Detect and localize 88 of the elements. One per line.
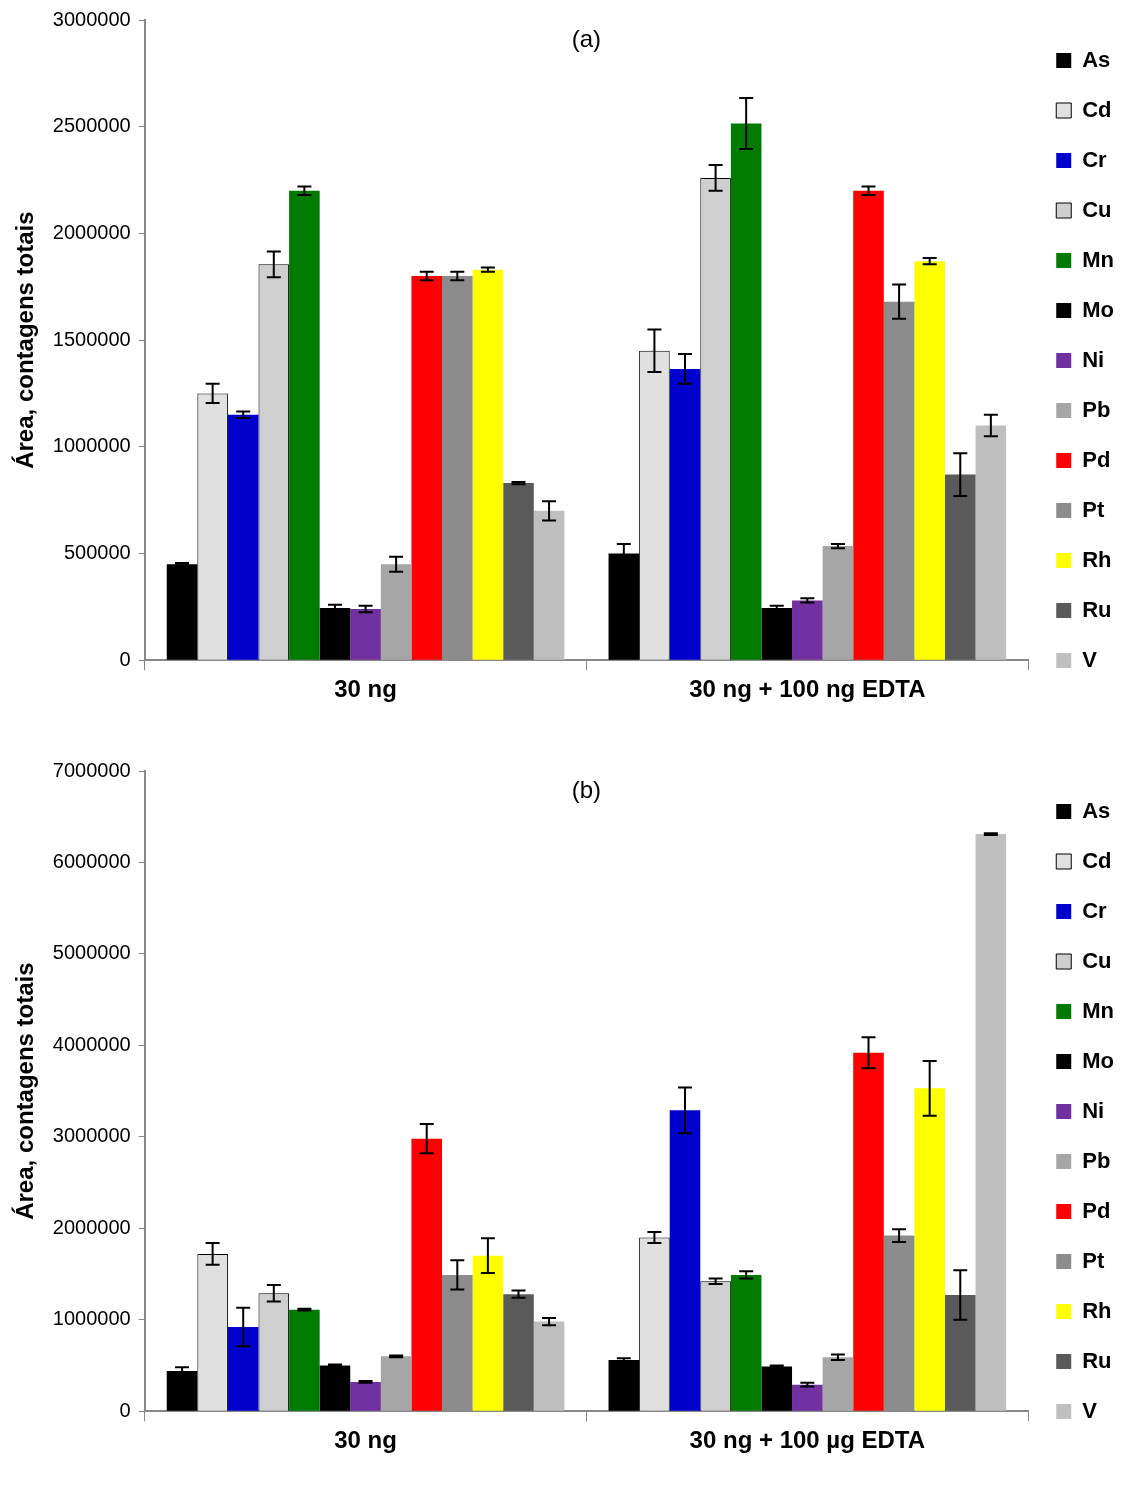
bar	[350, 608, 381, 660]
bar	[289, 190, 320, 660]
y-tick-label: 1500000	[52, 327, 131, 350]
x-tick-label: 30 ng	[334, 675, 397, 703]
legend-label: Mn	[1082, 997, 1114, 1023]
y-tick-label: 6000000	[52, 849, 131, 872]
y-tick-label: 1000000	[52, 1307, 131, 1330]
bar	[166, 1370, 198, 1411]
bar	[975, 834, 1007, 1411]
bar	[730, 123, 762, 660]
bar	[914, 1088, 945, 1411]
legend-label: V	[1082, 646, 1098, 672]
chart-title: (b)	[571, 775, 602, 803]
y-tick-label: 1000000	[52, 434, 131, 457]
legend-label: As	[1082, 46, 1111, 72]
x-tick-label: 30 ng + 100 µg EDTA	[689, 1426, 926, 1454]
legend-label: V	[1082, 1397, 1098, 1423]
legend-label: Mo	[1082, 1047, 1114, 1073]
bar	[380, 564, 412, 660]
legend-label: Ni	[1082, 1097, 1105, 1123]
bar	[289, 1309, 320, 1411]
bar	[319, 1365, 351, 1411]
bar	[730, 1274, 762, 1411]
y-tick-label: 2000000	[52, 1215, 131, 1238]
legend-label: Cr	[1082, 146, 1108, 172]
legend-label: Cd	[1082, 96, 1112, 122]
legend-label: Ni	[1082, 346, 1105, 372]
legend-label: Ru	[1082, 596, 1112, 622]
bar	[472, 1255, 504, 1411]
x-tick-label: 30 ng + 100 ng EDTA	[689, 675, 926, 703]
legend-label: As	[1082, 797, 1111, 823]
bar	[669, 1110, 701, 1411]
bar	[533, 510, 565, 660]
y-tick-label: 0	[119, 647, 131, 670]
legend-label: Cr	[1082, 897, 1108, 923]
bar	[944, 1295, 976, 1411]
y-tick-label: 3000000	[52, 7, 131, 30]
bar	[227, 1327, 259, 1411]
y-tick-label: 500000	[63, 541, 131, 564]
legend-label: Cu	[1082, 196, 1112, 222]
y-tick-label: 0	[119, 1398, 131, 1421]
bar	[350, 1381, 381, 1411]
legend-label: Cu	[1082, 947, 1112, 973]
bar	[166, 564, 198, 660]
legend-label: Mo	[1082, 296, 1114, 322]
legend-label: Rh	[1082, 1297, 1112, 1323]
bar	[853, 1052, 884, 1411]
legend-label: Pb	[1082, 396, 1111, 422]
x-tick-label: 30 ng	[334, 1426, 397, 1454]
bar	[503, 483, 534, 660]
y-tick-label: 2500000	[52, 114, 131, 137]
chart-title: (a)	[571, 24, 602, 52]
legend-label: Pd	[1082, 1197, 1111, 1223]
bar	[822, 546, 854, 660]
legend-label: Ru	[1082, 1347, 1112, 1373]
y-axis-title: Área, contagens totais	[11, 211, 39, 469]
bar	[380, 1356, 412, 1411]
y-tick-label: 7000000	[52, 758, 131, 781]
bar	[761, 607, 793, 660]
bar	[472, 269, 504, 660]
legend-label: Cd	[1082, 847, 1112, 873]
legend-label: Pt	[1082, 1247, 1105, 1273]
bar	[227, 414, 259, 660]
y-axis-title: Área, contagens totais	[11, 962, 39, 1220]
bar	[914, 261, 945, 660]
bar	[975, 425, 1007, 660]
legend-label: Pd	[1082, 446, 1111, 472]
legend-label: Rh	[1082, 546, 1112, 572]
bar	[792, 600, 823, 660]
bar	[792, 1384, 823, 1411]
bar	[944, 474, 976, 660]
legend-label: Pt	[1082, 496, 1105, 522]
bar	[533, 1321, 565, 1411]
bar	[411, 1138, 443, 1411]
bar	[822, 1357, 854, 1411]
y-tick-label: 4000000	[52, 1032, 131, 1055]
y-tick-label: 2000000	[52, 220, 131, 243]
bar	[669, 368, 701, 660]
bar	[853, 190, 884, 660]
legend-label: Pb	[1082, 1147, 1111, 1173]
bar	[319, 607, 351, 660]
y-tick-label: 3000000	[52, 1124, 131, 1147]
legend-label: Mn	[1082, 246, 1114, 272]
bar	[608, 1359, 640, 1411]
bar	[761, 1366, 793, 1411]
y-tick-label: 5000000	[52, 941, 131, 964]
bar	[503, 1294, 534, 1411]
bar	[411, 276, 443, 660]
